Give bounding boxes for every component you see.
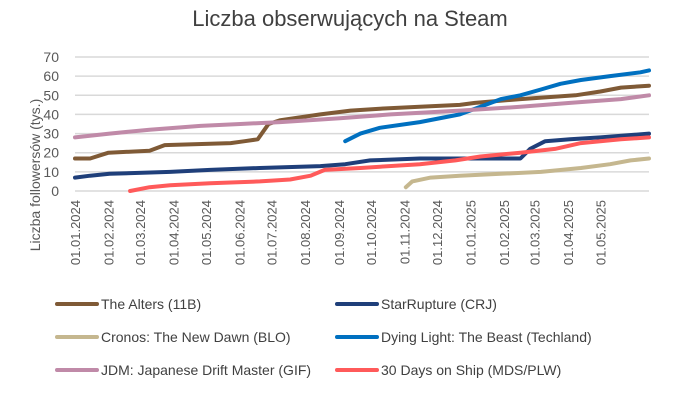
series-line <box>73 131 651 180</box>
legend-label: Dying Light: The Beast (Techland) <box>381 329 592 345</box>
x-tick-label: 01.11.2024 <box>398 200 413 264</box>
legend-swatch <box>55 368 99 372</box>
x-tick-label: 01.03.2024 <box>133 200 148 265</box>
y-tick-label: 20 <box>43 145 59 161</box>
x-tick-label: 01.06.2024 <box>232 200 247 265</box>
y-tick-label: 0 <box>51 183 59 199</box>
series-line <box>73 83 651 161</box>
series-line <box>128 135 651 193</box>
series-line <box>403 156 651 190</box>
legend-label: JDM: Japanese Drift Master (GIF) <box>101 362 312 378</box>
x-tick-label: 01.04.2024 <box>166 200 181 265</box>
series-line <box>343 68 651 144</box>
x-tick-label: 01.01.2024 <box>68 200 83 265</box>
y-tick-label: 10 <box>43 164 59 180</box>
x-tick-label: 01.05.2024 <box>199 200 214 265</box>
x-tick-label: 01.02.2024 <box>102 200 117 265</box>
legend-item: Cronos: The New Dawn (BLO) <box>55 329 291 345</box>
legend-item: The Alters (11B) <box>55 296 201 312</box>
legend-label: 30 Days on Ship (MDS/PLW) <box>381 362 562 378</box>
y-tick-label: 30 <box>43 126 59 142</box>
legend-label: StarRupture (CRJ) <box>381 296 497 312</box>
x-tick-label: 01.07.2024 <box>265 200 280 265</box>
y-tick-label: 40 <box>43 106 59 122</box>
legend-swatch <box>335 302 379 306</box>
legend-swatch <box>335 368 379 372</box>
series-line <box>73 93 651 140</box>
x-tick-label: 01.10.2024 <box>364 200 379 265</box>
y-tick-label: 70 <box>43 49 59 65</box>
x-tick-label: 01.02.2025 <box>497 200 512 265</box>
x-tick-label: 01.04.2025 <box>561 200 576 265</box>
legend-swatch <box>55 302 99 306</box>
legend-item: StarRupture (CRJ) <box>335 296 497 312</box>
chart-title: Liczba obserwujących na Steam <box>192 6 508 31</box>
y-axis-title: Liczba followersów (tys.) <box>27 99 43 252</box>
legend-item: JDM: Japanese Drift Master (GIF) <box>55 362 311 378</box>
x-tick-label: 01.05.2025 <box>593 200 608 265</box>
legend-item: 30 Days on Ship (MDS/PLW) <box>335 362 561 378</box>
x-tick-label: 01.03.2025 <box>527 200 542 265</box>
x-tick-label: 01.01.2025 <box>464 200 479 265</box>
x-tick-label: 01.09.2024 <box>332 200 347 265</box>
legend-swatch <box>55 335 99 339</box>
legend-label: The Alters (11B) <box>101 296 202 312</box>
x-tick-label: 01.08.2024 <box>298 200 313 265</box>
y-tick-label: 60 <box>43 68 59 84</box>
legend-swatch <box>335 335 379 339</box>
x-tick-label: 01.12.2024 <box>430 200 445 265</box>
legend-item: Dying Light: The Beast (Techland) <box>335 329 592 345</box>
legend-label: Cronos: The New Dawn (BLO) <box>101 329 291 345</box>
y-tick-label: 50 <box>43 87 59 103</box>
